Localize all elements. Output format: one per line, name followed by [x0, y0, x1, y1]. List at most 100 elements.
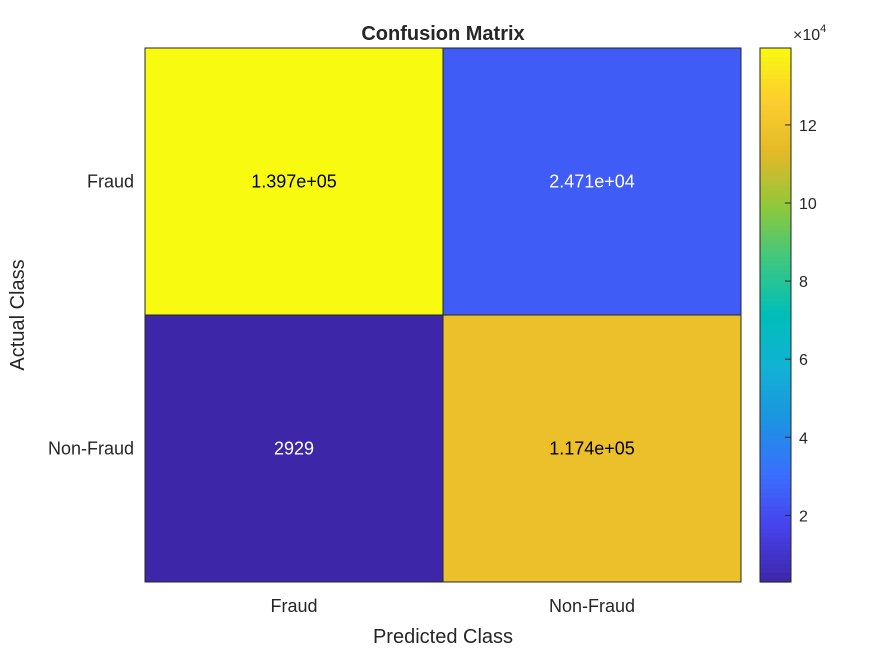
- colorbar-segment: [760, 519, 791, 525]
- colorbar-segment: [760, 484, 791, 490]
- colorbar-segment: [760, 346, 791, 352]
- colorbar-segment: [760, 83, 791, 89]
- colorbar-segment: [760, 533, 791, 539]
- colorbar-segment: [760, 270, 791, 276]
- colorbar-segment: [760, 132, 791, 138]
- y-axis-label: Actual Class: [7, 259, 29, 370]
- colorbar-multiplier: ×104: [793, 23, 826, 44]
- colorbar-segment: [760, 65, 791, 71]
- colorbar-segment: [760, 199, 791, 205]
- heatmap-frame: [144, 47, 742, 583]
- colorbar-segment: [760, 239, 791, 245]
- colorbar-segment: [760, 395, 791, 401]
- colorbar-segment: [760, 319, 791, 325]
- colorbar-segment: [760, 341, 791, 347]
- colorbar-segment: [760, 221, 791, 227]
- colorbar-segment: [760, 217, 791, 223]
- colorbar-segment: [760, 501, 791, 507]
- colorbar-segment: [760, 306, 791, 312]
- colorbar-segment: [760, 399, 791, 405]
- colorbar-segment: [760, 417, 791, 423]
- x-tick-label: Fraud: [270, 596, 317, 616]
- colorbar-segment: [760, 56, 791, 62]
- colorbar-segment: [760, 493, 791, 499]
- colorbar-segment: [760, 150, 791, 156]
- colorbar-tick-label: 10: [799, 196, 817, 213]
- colorbar-segment: [760, 444, 791, 450]
- colorbar-segment: [760, 524, 791, 530]
- colorbar-segment: [760, 261, 791, 267]
- colorbar-segment: [760, 114, 791, 120]
- colorbar-segment: [760, 301, 791, 307]
- colorbar-segment: [760, 248, 791, 254]
- colorbar-segment: [760, 368, 791, 374]
- colorbar-segment: [760, 515, 791, 521]
- cell-value-label: 1.397e+05: [251, 172, 337, 192]
- colorbar-tick-label: 4: [799, 430, 808, 447]
- colorbar-segment: [760, 475, 791, 481]
- cell-value-label: 2.471e+04: [549, 172, 635, 192]
- colorbar-segment: [760, 96, 791, 102]
- colorbar-segment: [760, 172, 791, 178]
- colorbar-tick-label: 6: [799, 352, 808, 369]
- colorbar-segment: [760, 252, 791, 258]
- colorbar-segment: [760, 203, 791, 209]
- colorbar-segment: [760, 337, 791, 343]
- colorbar-segment: [760, 230, 791, 236]
- cell-value-label: 1.174e+05: [549, 439, 635, 459]
- colorbar-segment: [760, 386, 791, 392]
- colorbar-segment: [760, 310, 791, 316]
- colorbar-segment: [760, 288, 791, 294]
- colorbar-segment: [760, 297, 791, 303]
- colorbar-segment: [760, 141, 791, 147]
- colorbar-multiplier-base: ×10: [793, 27, 820, 44]
- colorbar-tick-label: 2: [799, 508, 808, 525]
- colorbar-segment: [760, 435, 791, 441]
- colorbar-segment: [760, 163, 791, 169]
- colorbar-segment: [760, 52, 791, 58]
- colorbar-segment: [760, 412, 791, 418]
- colorbar-segment: [760, 497, 791, 503]
- colorbar-segment: [760, 350, 791, 356]
- colorbar-segment: [760, 550, 791, 556]
- colorbar-segment: [760, 404, 791, 410]
- colorbar-segment: [760, 105, 791, 111]
- colorbar-segment: [760, 234, 791, 240]
- colorbar-segment: [760, 408, 791, 414]
- colorbar-segment: [760, 377, 791, 383]
- colorbar-segment: [760, 283, 791, 289]
- colorbar-segment: [760, 266, 791, 272]
- colorbar-segment: [760, 168, 791, 174]
- chart-title: Confusion Matrix: [361, 23, 524, 45]
- heatmap-grid: 1.397e+05 2.471e+04 2929 1.174e+05: [144, 47, 742, 583]
- colorbar-segment: [760, 488, 791, 494]
- colorbar-segment: [760, 372, 791, 378]
- colorbar-segment: [760, 568, 791, 574]
- colorbar-frame: [759, 47, 792, 583]
- colorbar-segment: [760, 74, 791, 80]
- colorbar-segment: [760, 292, 791, 298]
- colorbar-segment: [760, 390, 791, 396]
- colorbar-segment: [760, 145, 791, 151]
- colorbar-segment: [760, 257, 791, 263]
- colorbar-segment: [760, 430, 791, 436]
- colorbar-segment: [760, 79, 791, 85]
- colorbar-segment: [760, 546, 791, 552]
- colorbar-segment: [760, 537, 791, 543]
- colorbar-segment: [760, 461, 791, 467]
- colorbar-segment: [760, 181, 791, 187]
- colorbar-segment: [760, 457, 791, 463]
- x-axis-ticks: Fraud Non-Fraud: [270, 596, 635, 616]
- colorbar-segment: [760, 506, 791, 512]
- colorbar-segment: [760, 573, 791, 579]
- colorbar-segment: [760, 332, 791, 338]
- colorbar-segment: [760, 212, 791, 218]
- x-axis-label: Predicted Class: [373, 626, 513, 648]
- colorbar-segment: [760, 226, 791, 232]
- colorbar-segment: [760, 528, 791, 534]
- colorbar-segment: [760, 323, 791, 329]
- colorbar-tick-label: 12: [799, 118, 817, 135]
- colorbar-segment: [760, 381, 791, 387]
- colorbar-segment: [760, 315, 791, 321]
- colorbar-segment: [760, 577, 791, 583]
